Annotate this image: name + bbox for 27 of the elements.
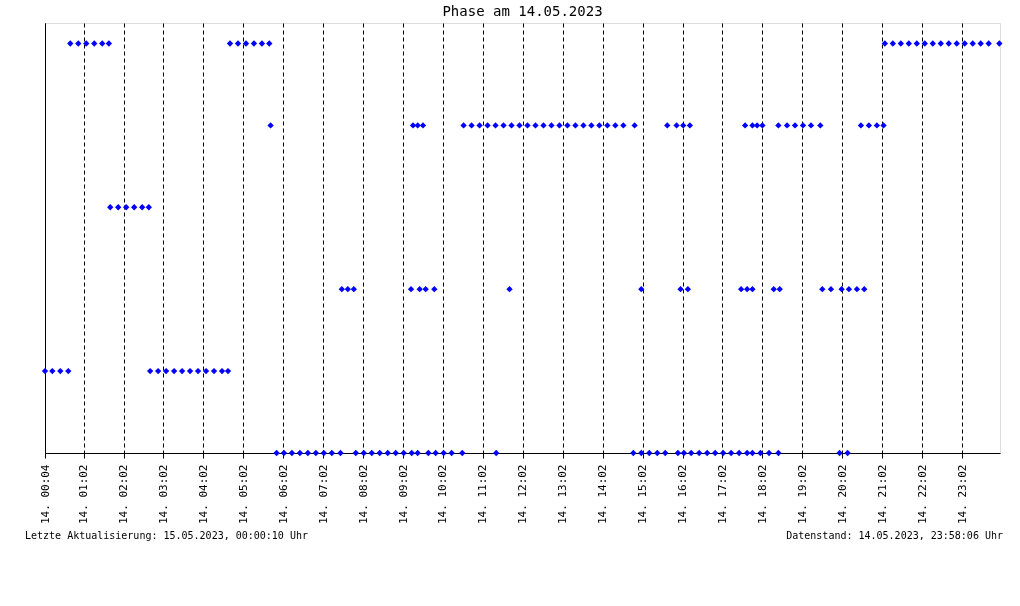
chart-title: Phase am 14.05.2023 bbox=[442, 3, 603, 19]
x-tick-label: 14. 05:02 bbox=[236, 464, 250, 525]
x-tick-label: 14. 17:02 bbox=[715, 464, 729, 525]
x-tick-label: 14. 16:02 bbox=[676, 464, 690, 525]
x-tick-label: 14. 12:02 bbox=[516, 464, 530, 525]
x-tick-label: 14. 03:02 bbox=[156, 464, 170, 525]
x-tick-label: 14. 21:02 bbox=[875, 464, 889, 525]
text: Letzte Aktualisierung: 15.05.2023, 00:00:10 Uhr bbox=[25, 530, 308, 541]
x-tick-label: 14. 06:02 bbox=[276, 464, 290, 525]
x-tick-label: 14. 00:04 bbox=[38, 464, 52, 525]
text: Datenstand: 14.05.2023, 23:58:06 Uhr bbox=[786, 530, 1003, 541]
x-tick-label: 14. 18:02 bbox=[755, 464, 769, 525]
x-tick-label: 14. 23:02 bbox=[955, 464, 969, 525]
x-tick-label: 14. 22:02 bbox=[915, 464, 929, 525]
x-tick-label: 14. 15:02 bbox=[636, 464, 650, 525]
x-tick-label: 14. 02:02 bbox=[117, 464, 131, 525]
x-tick-label: 14. 13:02 bbox=[556, 464, 570, 525]
x-tick-label: 14. 01:02 bbox=[77, 464, 91, 525]
x-tick-label: 14. 08:02 bbox=[356, 464, 370, 525]
x-tick-label: 14. 04:02 bbox=[196, 464, 210, 525]
x-tick-label: 14. 10:02 bbox=[436, 464, 450, 525]
x-tick-label: 14. 11:02 bbox=[476, 464, 490, 525]
x-tick-label: 14. 09:02 bbox=[396, 464, 410, 525]
x-tick-label: 14. 07:02 bbox=[316, 464, 330, 525]
x-tick-label: 14. 14:02 bbox=[596, 464, 610, 525]
x-tick-label: 14. 19:02 bbox=[795, 464, 809, 525]
x-tick-label: 14. 20:02 bbox=[835, 464, 849, 525]
